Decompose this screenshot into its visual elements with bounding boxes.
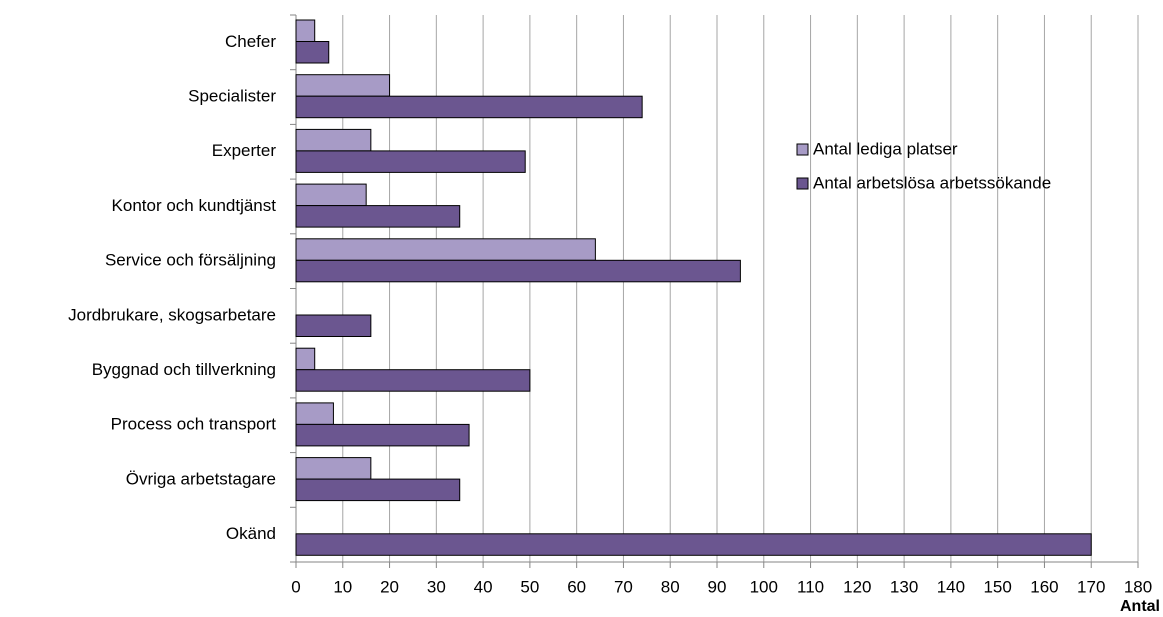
x-tick-label: 30: [427, 577, 446, 596]
bar: [295, 369, 531, 392]
x-tick-label: 90: [708, 577, 727, 596]
x-tick-label: 180: [1124, 577, 1152, 596]
x-tick-label: 20: [380, 577, 399, 596]
x-tick-label: 140: [937, 577, 965, 596]
y-tick-label: Process och transport: [111, 415, 277, 434]
bar: [295, 95, 643, 119]
y-tick-label: Kontor och kundtjänst: [112, 196, 277, 215]
legend-swatch: [796, 143, 809, 156]
x-tick-label: 130: [890, 577, 918, 596]
x-tick-label: 70: [614, 577, 633, 596]
y-tick-label: Övriga arbetstagare: [126, 469, 276, 488]
legend-swatch: [796, 177, 809, 190]
bar: [295, 478, 461, 502]
bar: [295, 423, 470, 447]
x-tick-label: 80: [661, 577, 680, 596]
x-axis-title: Antal: [1120, 598, 1160, 615]
bar: [295, 402, 334, 425]
bar: [295, 74, 391, 97]
x-tick-label: 60: [567, 577, 586, 596]
y-tick-label: Chefer: [225, 32, 276, 51]
bar: [295, 259, 741, 283]
x-tick-label: 50: [520, 577, 539, 596]
x-tick-label: 110: [797, 577, 824, 596]
y-tick-label: Experter: [212, 141, 277, 160]
bar: [295, 150, 526, 173]
bar: [295, 128, 372, 152]
x-tick-label: 100: [750, 577, 778, 596]
y-tick-label: Byggnad och tillverkning: [92, 360, 276, 379]
x-tick-label: 150: [983, 577, 1011, 596]
y-tick-label: Service och försäljning: [105, 251, 276, 270]
bar: [295, 183, 367, 207]
x-tick-label: 170: [1077, 577, 1105, 596]
y-tick-label: Jordbrukare, skogsarbetare: [68, 305, 276, 324]
bar: [295, 347, 316, 371]
y-tick-label: Specialister: [188, 87, 276, 106]
bar: [295, 238, 596, 261]
legend-label: Antal lediga platser: [813, 139, 958, 158]
x-tick-label: 120: [843, 577, 871, 596]
bar: [295, 205, 461, 228]
legend-label: Antal arbetslösa arbetssökande: [813, 173, 1051, 192]
x-tick-label: 0: [291, 577, 300, 596]
bar: [295, 457, 372, 480]
bar: [295, 41, 330, 64]
bar: [295, 533, 1092, 556]
bar: [295, 314, 372, 337]
x-tick-label: 10: [333, 577, 352, 596]
x-tick-label: 40: [474, 577, 493, 596]
x-tick-label: 160: [1030, 577, 1058, 596]
bar: [295, 19, 316, 42]
y-tick-label: Okänd: [226, 524, 276, 543]
